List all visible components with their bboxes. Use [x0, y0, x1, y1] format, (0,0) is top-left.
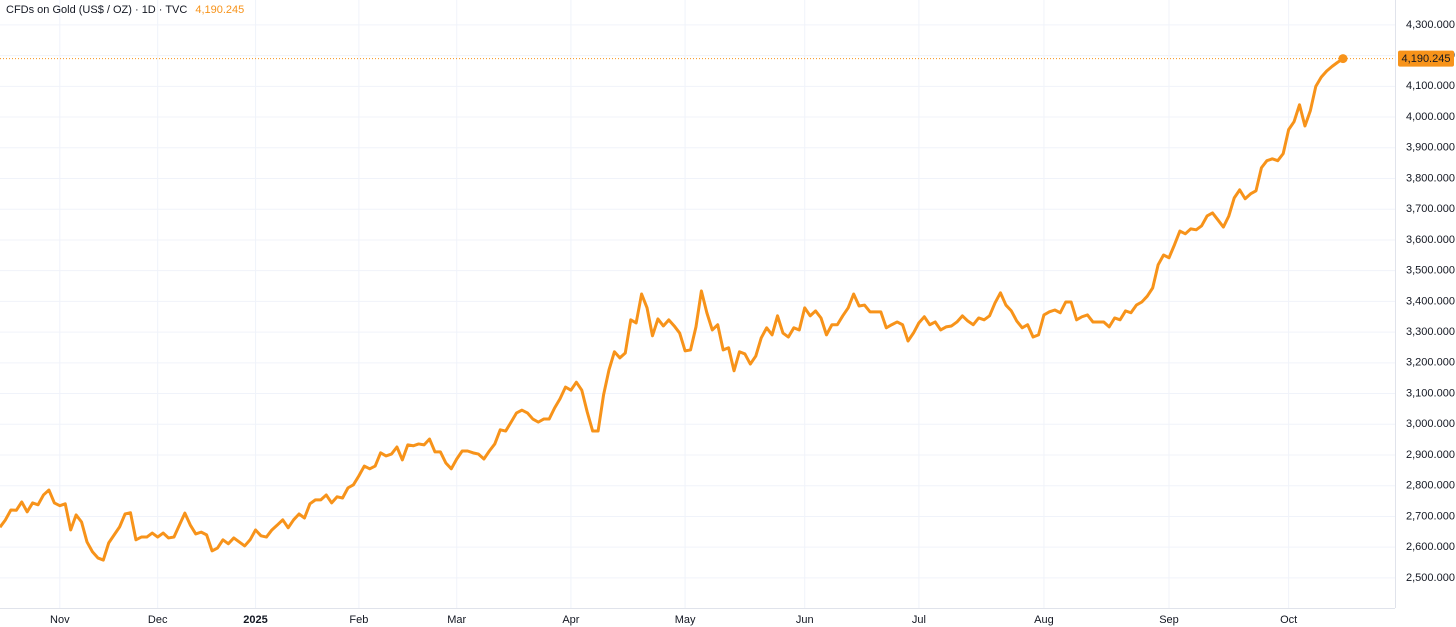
- y-tick-label: 2,600.000: [1406, 541, 1455, 553]
- y-tick-label: 4,100.000: [1406, 80, 1455, 92]
- last-price-dot: [1338, 54, 1348, 64]
- y-tick-label: 3,000.000: [1406, 418, 1455, 430]
- plot: [0, 54, 1395, 562]
- y-tick-label: 3,600.000: [1406, 234, 1455, 246]
- x-tick-label: May: [675, 614, 696, 626]
- x-tick-label: Jun: [796, 614, 814, 626]
- y-tick-label: 3,700.000: [1406, 203, 1455, 215]
- y-tick-label: 2,700.000: [1406, 510, 1455, 522]
- y-tick-label: 3,400.000: [1406, 295, 1455, 307]
- y-tick-label: 3,100.000: [1406, 387, 1455, 399]
- y-tick-label: 2,500.000: [1406, 572, 1455, 584]
- chart-title: CFDs on Gold (US$ / OZ) · 1D · TVC: [6, 4, 187, 16]
- y-tick-label: 4,000.000: [1406, 111, 1455, 123]
- header-last-price: 4,190.245: [195, 4, 244, 16]
- y-tick-label: 2,800.000: [1406, 480, 1455, 492]
- last-price-tag-label: 4,190.245: [1402, 53, 1451, 65]
- x-tick-label: Oct: [1280, 614, 1297, 626]
- y-tick-label: 3,800.000: [1406, 172, 1455, 184]
- x-tick-label: Nov: [50, 614, 70, 626]
- y-tick-label: 3,900.000: [1406, 142, 1455, 154]
- x-tick-label: Apr: [562, 614, 579, 626]
- y-tick-label: 2,900.000: [1406, 449, 1455, 461]
- x-tick-label: Aug: [1034, 614, 1054, 626]
- x-tick-label: Mar: [447, 614, 466, 626]
- x-tick-label: Sep: [1159, 614, 1179, 626]
- x-tick-label: Dec: [148, 614, 168, 626]
- grid: [0, 0, 1395, 608]
- x-tick-label: 2025: [243, 614, 267, 626]
- y-tick-label: 3,200.000: [1406, 357, 1455, 369]
- price-line: [0, 57, 1344, 562]
- y-tick-label: 3,500.000: [1406, 265, 1455, 277]
- y-tick-label: 3,300.000: [1406, 326, 1455, 338]
- y-tick-label: 4,300.000: [1406, 19, 1455, 31]
- x-tick-label: Jul: [912, 614, 926, 626]
- last-price-tag: [1398, 50, 1454, 67]
- x-tick-label: Feb: [349, 614, 368, 626]
